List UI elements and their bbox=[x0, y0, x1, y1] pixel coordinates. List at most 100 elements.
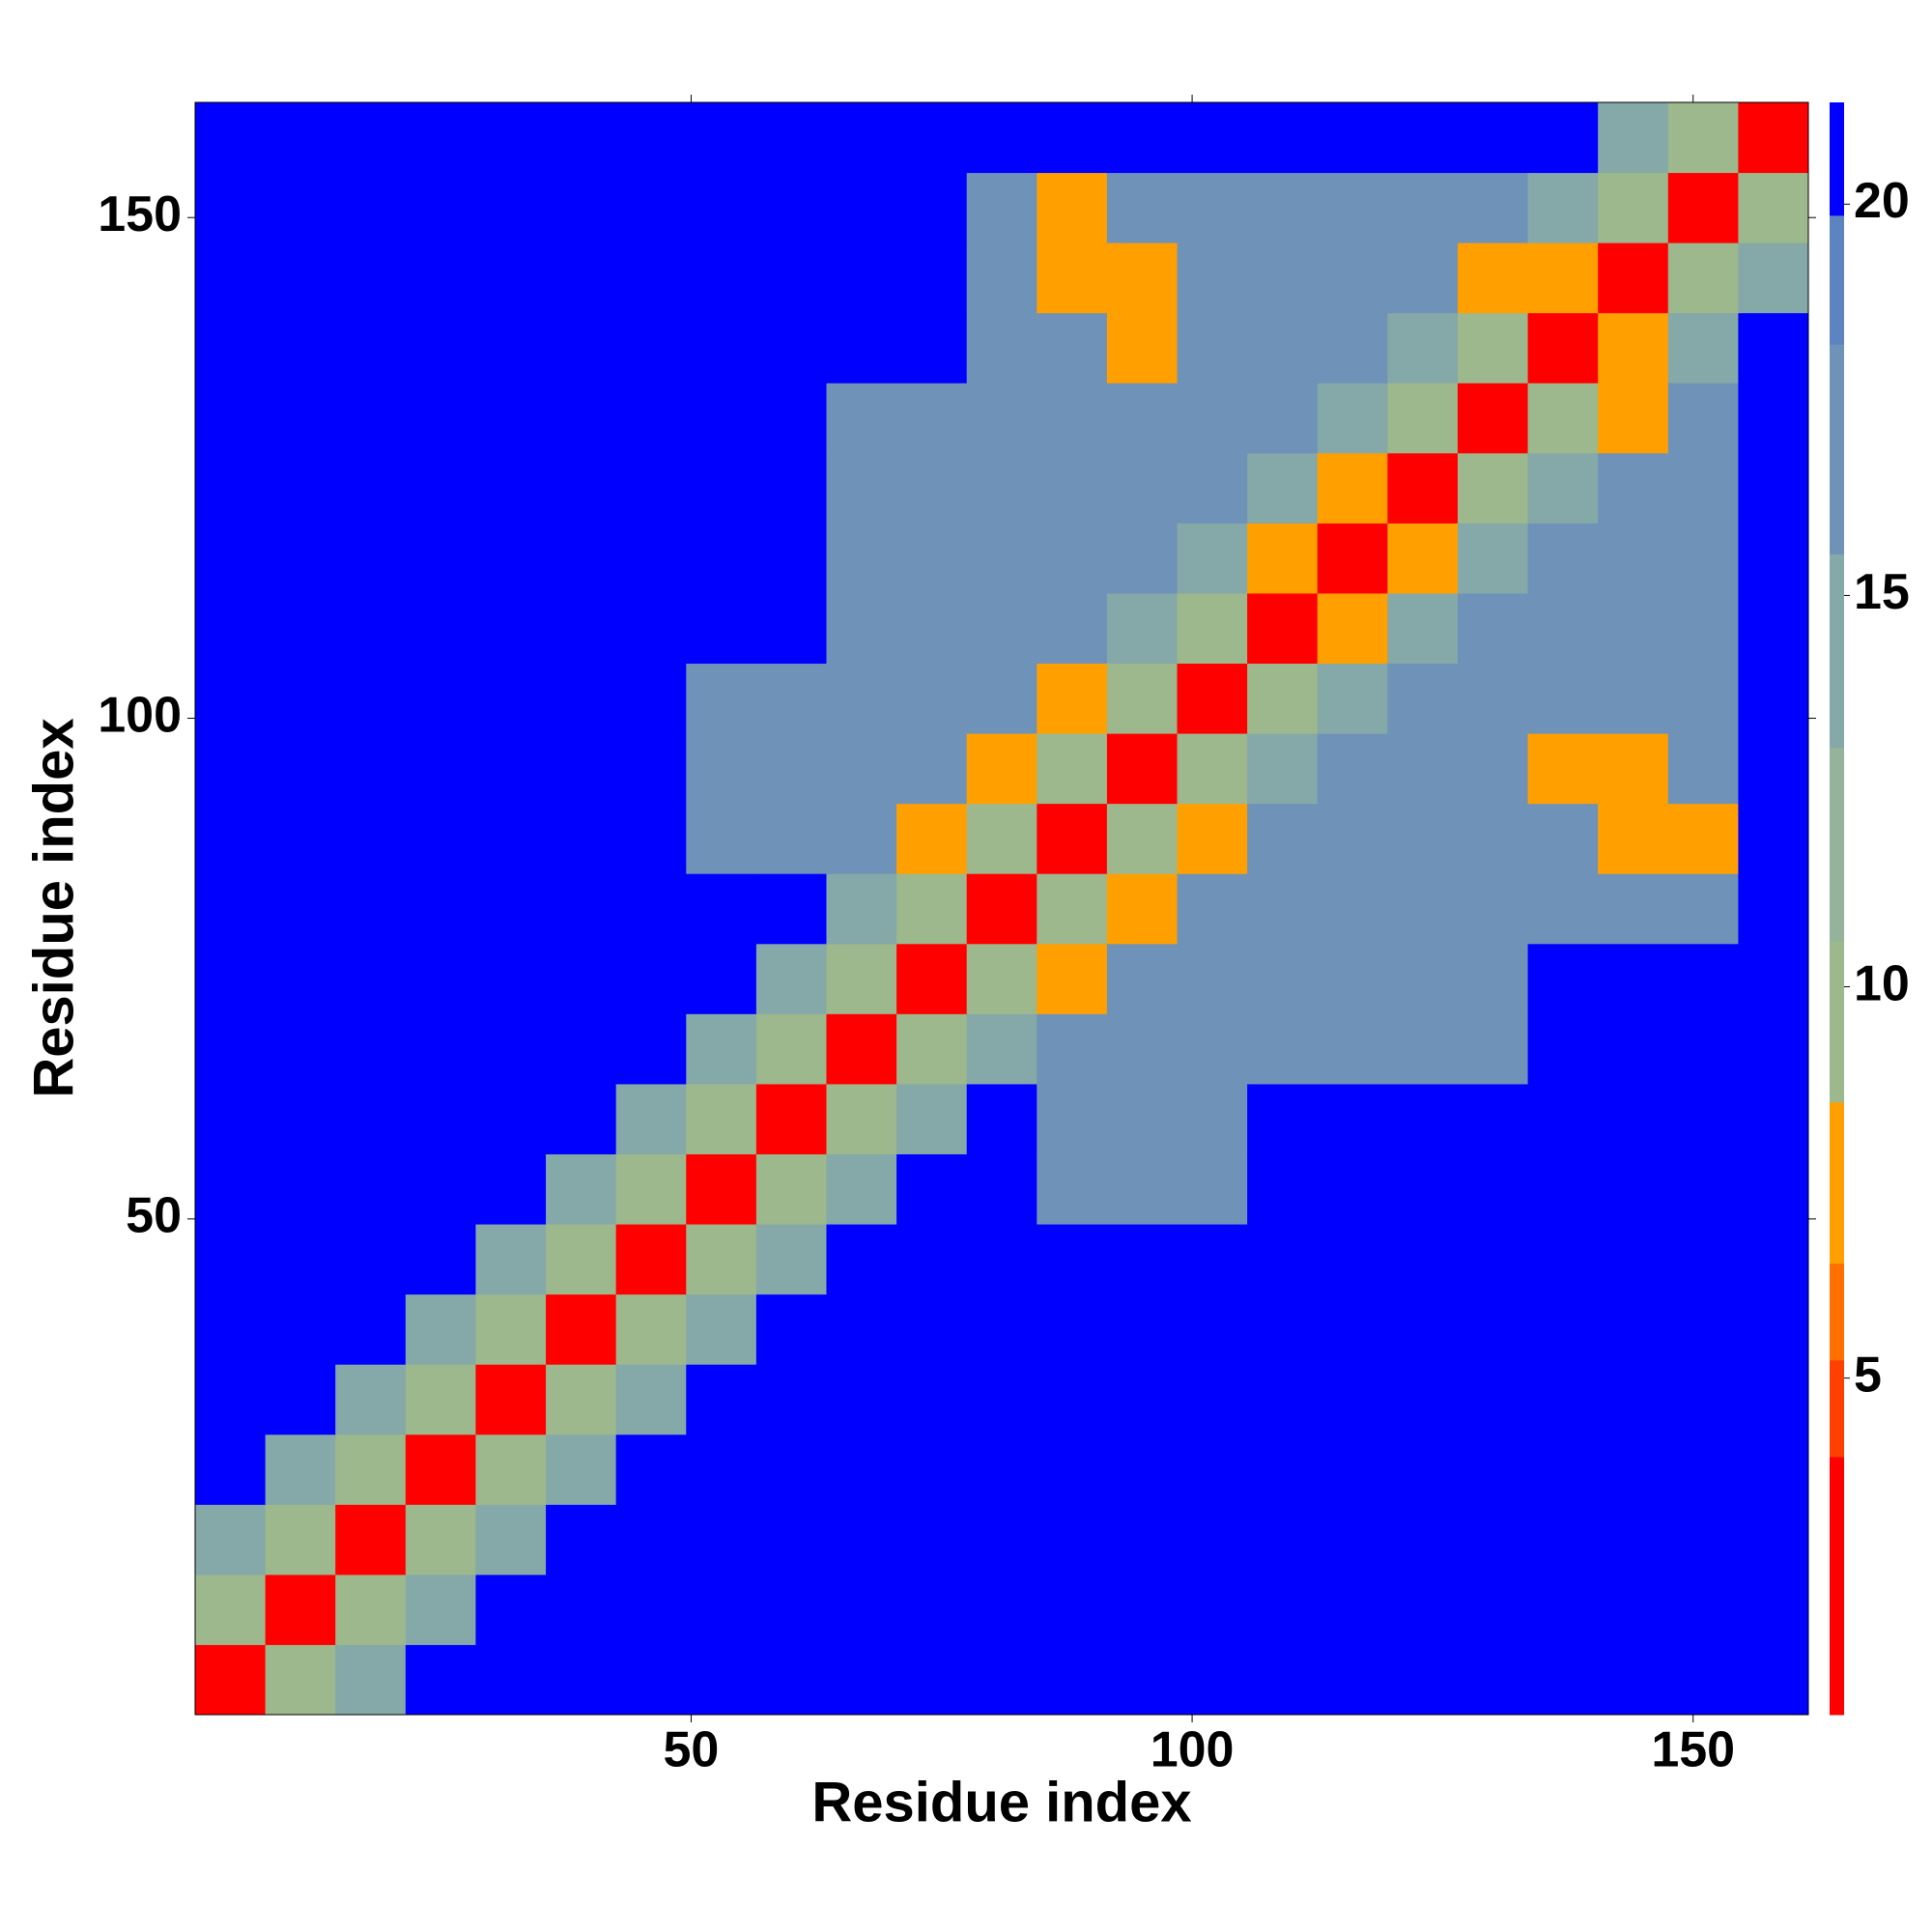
heatmap-cell bbox=[1598, 1434, 1669, 1505]
x-tick-label: 50 bbox=[664, 1722, 720, 1778]
colorbar-segment bbox=[1830, 1263, 1844, 1272]
heatmap-cell bbox=[1037, 1644, 1108, 1716]
heatmap-cell bbox=[546, 733, 617, 805]
colorbar-segment bbox=[1830, 368, 1844, 378]
colorbar-segment bbox=[1830, 255, 1844, 265]
colorbar-segment bbox=[1830, 787, 1844, 797]
heatmap-cell bbox=[265, 592, 336, 665]
colorbar-segment bbox=[1830, 118, 1844, 128]
heatmap-cell bbox=[896, 1153, 968, 1225]
heatmap-cell bbox=[1598, 1644, 1669, 1716]
heatmap-cell bbox=[1247, 172, 1319, 243]
heatmap-cell bbox=[1598, 383, 1669, 454]
heatmap-cell bbox=[265, 663, 336, 734]
colorbar-segment bbox=[1830, 166, 1844, 176]
heatmap-cell bbox=[1387, 873, 1459, 945]
colorbar-segment bbox=[1830, 303, 1844, 313]
colorbar-segment bbox=[1830, 795, 1844, 805]
colorbar-segment bbox=[1830, 1440, 1844, 1450]
heatmap-cell bbox=[1247, 1224, 1319, 1295]
heatmap-cell bbox=[546, 523, 617, 594]
colorbar-segment bbox=[1830, 1416, 1844, 1426]
heatmap-cell bbox=[265, 1083, 336, 1154]
heatmap-cell bbox=[1527, 383, 1599, 454]
heatmap-cell bbox=[826, 1083, 897, 1154]
heatmap-cell bbox=[1106, 1083, 1179, 1154]
colorbar-segment bbox=[1830, 336, 1844, 345]
heatmap-cell bbox=[896, 102, 968, 174]
heatmap-cell bbox=[826, 1224, 897, 1295]
heatmap-cell bbox=[686, 452, 757, 524]
heatmap-cell bbox=[966, 733, 1037, 805]
colorbar-segment bbox=[1830, 1255, 1844, 1264]
heatmap-cell bbox=[1247, 1434, 1319, 1505]
heatmap-cell bbox=[896, 172, 968, 243]
heatmap-cell bbox=[686, 733, 757, 805]
colorbar-segment bbox=[1830, 1472, 1844, 1482]
colorbar-segment bbox=[1830, 1674, 1844, 1684]
heatmap-cell bbox=[475, 452, 547, 524]
heatmap-cell bbox=[1667, 1434, 1739, 1505]
heatmap-cell bbox=[896, 873, 968, 945]
colorbar-segment bbox=[1830, 110, 1844, 120]
heatmap-cell bbox=[1106, 242, 1179, 314]
heatmap-cell bbox=[615, 1224, 687, 1295]
heatmap-cell bbox=[1738, 733, 1809, 805]
colorbar-segment bbox=[1830, 634, 1844, 643]
colorbar-segment bbox=[1830, 190, 1844, 200]
heatmap-cell bbox=[475, 172, 547, 243]
colorbar-segment bbox=[1830, 151, 1844, 159]
heatmap-cell bbox=[755, 1293, 827, 1365]
colorbar-segment bbox=[1830, 279, 1844, 289]
colorbar-segment bbox=[1830, 1134, 1844, 1144]
heatmap-cell bbox=[405, 102, 476, 174]
colorbar-segment bbox=[1830, 1464, 1844, 1474]
heatmap-cell bbox=[546, 592, 617, 665]
heatmap-cell bbox=[1457, 592, 1529, 665]
heatmap-cell bbox=[475, 312, 547, 384]
heatmap-cell bbox=[1457, 1293, 1529, 1365]
heatmap-cell bbox=[1738, 1364, 1809, 1435]
heatmap-cell bbox=[1177, 312, 1248, 384]
colorbar-segment bbox=[1830, 199, 1844, 208]
colorbar-segment bbox=[1830, 1005, 1844, 1014]
heatmap-cell bbox=[405, 523, 476, 594]
heatmap-cell bbox=[686, 1013, 757, 1085]
colorbar-tick-label: 15 bbox=[1854, 564, 1910, 620]
colorbar-segment bbox=[1830, 1392, 1844, 1402]
heatmap-cell bbox=[755, 1504, 827, 1576]
heatmap-cell bbox=[195, 1293, 267, 1365]
heatmap-cell bbox=[1457, 803, 1529, 874]
heatmap-cell bbox=[1037, 1574, 1108, 1645]
heatmap-cell bbox=[966, 1434, 1037, 1505]
colorbar-segment bbox=[1830, 1456, 1844, 1465]
colorbar-segment bbox=[1830, 916, 1844, 925]
colorbar-segment bbox=[1830, 1062, 1844, 1070]
heatmap-cell bbox=[1667, 242, 1739, 314]
colorbar-segment bbox=[1830, 1513, 1844, 1522]
colorbar-segment bbox=[1830, 739, 1844, 749]
colorbar-segment bbox=[1830, 472, 1844, 482]
heatmap-cell bbox=[615, 592, 687, 665]
heatmap-cell bbox=[1457, 1364, 1529, 1435]
heatmap-cell bbox=[1738, 1224, 1809, 1295]
colorbar-segment bbox=[1830, 1569, 1844, 1578]
heatmap-cell bbox=[265, 1434, 336, 1505]
heatmap-cell bbox=[335, 1504, 407, 1576]
heatmap-cell bbox=[826, 1644, 897, 1716]
heatmap-cell bbox=[1106, 943, 1179, 1014]
heatmap-cell bbox=[1106, 102, 1179, 174]
colorbar-segment bbox=[1830, 811, 1844, 821]
heatmap-cell bbox=[335, 943, 407, 1014]
heatmap-cell bbox=[475, 663, 547, 734]
heatmap-cell bbox=[1598, 943, 1669, 1014]
colorbar-segment bbox=[1830, 1045, 1844, 1055]
colorbar-segment bbox=[1830, 320, 1844, 329]
heatmap-cell bbox=[1598, 242, 1669, 314]
heatmap-cell bbox=[686, 1153, 757, 1225]
heatmap-cell bbox=[686, 1293, 757, 1365]
heatmap-cell bbox=[405, 1153, 476, 1225]
heatmap-cell bbox=[966, 1224, 1037, 1295]
heatmap-cell bbox=[1667, 172, 1739, 243]
heatmap-cell bbox=[335, 1574, 407, 1645]
